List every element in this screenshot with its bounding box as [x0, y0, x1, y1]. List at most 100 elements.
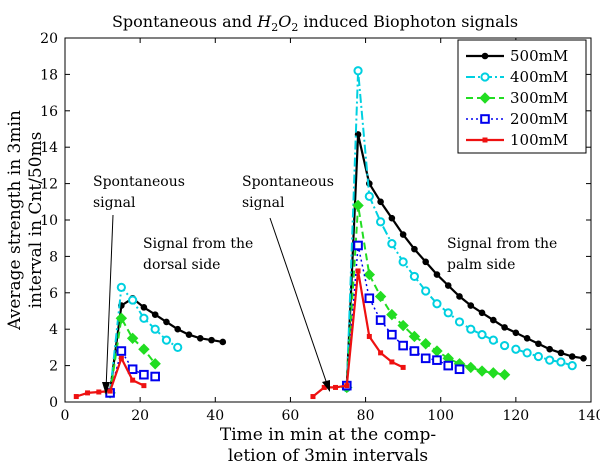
x-tick-label: 100	[427, 408, 454, 424]
x-tick-label: 60	[282, 408, 300, 424]
data-point	[387, 239, 397, 249]
data-point	[127, 364, 138, 375]
data-point	[116, 282, 126, 292]
data-point	[196, 335, 204, 342]
data-point	[185, 331, 193, 338]
data-point	[409, 346, 420, 356]
series-line	[346, 244, 460, 386]
title-formula-sub2: 2	[291, 21, 298, 34]
legend-marker	[480, 114, 490, 124]
data-point	[139, 313, 149, 323]
y-axis-title-line1: Average strength in 3min	[5, 110, 25, 331]
data-point	[433, 271, 441, 278]
legend-marker	[479, 92, 491, 104]
data-point	[151, 311, 159, 318]
data-point	[454, 317, 465, 327]
data-point	[512, 329, 520, 337]
arrow-line-2	[269, 217, 329, 388]
data-point	[140, 304, 148, 311]
y-tick-label: 4	[49, 322, 58, 338]
data-point	[580, 355, 587, 362]
data-point	[400, 364, 406, 370]
data-point	[353, 240, 363, 251]
data-point	[138, 343, 150, 355]
series-line	[345, 133, 584, 386]
legend-label: 500mM	[510, 47, 568, 65]
data-point	[408, 330, 421, 343]
annotation-spontaneous-1-line1: Spontaneous	[93, 174, 185, 190]
legend-marker	[481, 52, 489, 60]
data-point	[388, 214, 396, 222]
data-point	[150, 371, 160, 382]
data-point	[73, 394, 79, 400]
data-point	[344, 383, 350, 389]
data-point	[378, 350, 384, 356]
data-point	[375, 315, 386, 325]
axis-ticks: 0 20 40 60 80 100 120 140 0 2 4 6 8 10 12 14 16 18 20	[40, 31, 600, 424]
data-point	[173, 342, 183, 352]
annotation-palm-line2: palm side	[447, 257, 515, 273]
annotation-spontaneous-1-line2: signal	[93, 195, 136, 211]
series-line	[109, 317, 156, 394]
data-point	[411, 245, 418, 253]
annotation-arrows	[102, 214, 330, 395]
x-tick-label: 140	[578, 408, 600, 424]
data-point	[85, 390, 91, 396]
data-point	[310, 394, 316, 400]
data-point	[219, 338, 227, 346]
annotation-spontaneous-2-line2: signal	[242, 195, 285, 211]
data-point	[487, 367, 500, 379]
series-400mM	[105, 66, 577, 398]
x-tick-label: 80	[357, 408, 375, 424]
title-main: Spontaneous and	[112, 12, 257, 31]
data-point	[149, 358, 161, 370]
arrow-line-1	[105, 214, 114, 391]
data-point	[141, 383, 147, 389]
title-formula-sub1: 2	[271, 21, 278, 34]
annotation-spontaneous-2-line1: Spontaneous	[242, 174, 334, 190]
data-point	[456, 293, 463, 300]
data-point	[545, 355, 555, 365]
data-point	[363, 268, 376, 281]
data-point	[431, 345, 443, 357]
y-axis-title-line2: interval in Cnt/50ms	[26, 132, 46, 309]
data-point	[444, 282, 452, 289]
legend-label: 400mM	[510, 68, 568, 86]
data-point	[556, 357, 566, 367]
data-point	[422, 258, 429, 266]
legend-marker	[480, 72, 490, 82]
data-point	[432, 355, 442, 365]
data-point	[389, 359, 395, 365]
data-point	[118, 355, 124, 361]
y-tick-label: 18	[40, 67, 58, 83]
data-point	[522, 348, 532, 358]
data-point	[533, 351, 544, 362]
annotation-dorsal-line2: dorsal side	[143, 257, 220, 273]
data-point	[107, 388, 113, 394]
data-point	[498, 368, 511, 381]
x-axis-title-line1: Time in min at the comp-	[220, 425, 436, 445]
data-point	[386, 308, 398, 321]
data-point	[478, 309, 486, 317]
y-tick-label: 16	[40, 104, 58, 120]
data-point	[364, 293, 375, 304]
data-point	[490, 316, 497, 324]
data-point	[139, 369, 149, 380]
x-tick-label: 40	[206, 408, 224, 424]
title-rest: induced Biophoton signals	[298, 12, 518, 31]
data-point	[499, 340, 510, 351]
legend-box	[457, 39, 587, 154]
data-point	[397, 319, 409, 332]
chart-title: Spontaneous and H2O2 induced Biophoton s…	[112, 12, 518, 34]
series-100mM	[73, 268, 406, 400]
x-tick-label: 0	[61, 408, 70, 424]
data-point	[432, 299, 442, 309]
series-500mM	[106, 131, 587, 395]
data-point	[355, 268, 361, 274]
y-tick-label: 0	[49, 395, 58, 411]
data-point	[466, 324, 476, 334]
data-point	[398, 257, 408, 267]
data-point	[321, 384, 327, 390]
data-point	[353, 66, 363, 76]
